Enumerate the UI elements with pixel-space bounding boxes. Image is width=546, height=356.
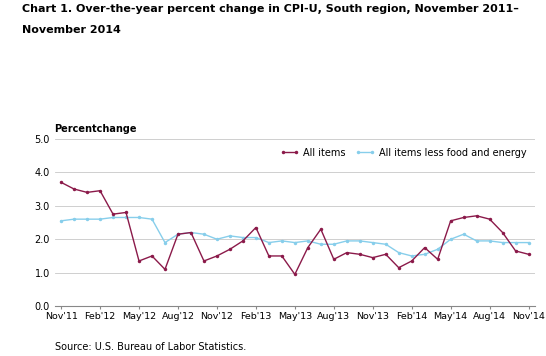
All items less food and energy <box>162 240 168 245</box>
All items <box>525 252 532 256</box>
All items <box>123 210 129 215</box>
All items <box>253 225 259 230</box>
All items <box>278 254 285 258</box>
All items less food and energy <box>370 240 376 245</box>
Text: November 2014: November 2014 <box>22 25 121 35</box>
Legend: All items, All items less food and energy: All items, All items less food and energ… <box>276 144 530 162</box>
All items less food and energy <box>512 240 519 245</box>
All items less food and energy <box>123 215 129 220</box>
All items less food and energy <box>278 239 285 243</box>
All items <box>460 215 467 220</box>
All items less food and energy <box>240 235 246 240</box>
All items less food and energy <box>84 217 90 221</box>
All items <box>84 190 90 194</box>
All items <box>408 259 415 263</box>
Line: All items less food and energy: All items less food and energy <box>60 216 530 258</box>
All items <box>422 246 428 250</box>
All items less food and energy <box>473 239 480 243</box>
All items less food and energy <box>422 252 428 256</box>
All items <box>305 246 311 250</box>
All items <box>162 267 168 272</box>
All items less food and energy <box>292 240 298 245</box>
All items <box>136 259 143 263</box>
All items <box>175 232 181 236</box>
All items less food and energy <box>318 242 324 246</box>
All items <box>370 256 376 260</box>
All items <box>318 227 324 231</box>
All items <box>71 187 78 191</box>
All items less food and energy <box>408 254 415 258</box>
All items less food and energy <box>330 242 337 246</box>
All items <box>213 254 220 258</box>
All items less food and energy <box>447 237 454 241</box>
All items <box>500 230 506 235</box>
All items <box>110 212 116 216</box>
All items <box>330 257 337 261</box>
All items <box>188 230 194 235</box>
All items less food and energy <box>265 240 272 245</box>
All items less food and energy <box>188 230 194 235</box>
All items less food and energy <box>136 215 143 220</box>
All items <box>343 251 350 255</box>
All items <box>473 214 480 218</box>
All items less food and energy <box>357 239 363 243</box>
All items <box>227 247 233 251</box>
All items <box>357 252 363 256</box>
Text: Percentchange: Percentchange <box>55 124 137 134</box>
All items <box>447 219 454 223</box>
All items <box>292 272 298 277</box>
All items less food and energy <box>253 235 259 240</box>
All items less food and energy <box>149 217 155 221</box>
All items less food and energy <box>525 240 532 245</box>
All items <box>201 259 207 263</box>
Text: Chart 1. Over-the-year percent change in CPI-U, South region, November 2011–: Chart 1. Over-the-year percent change in… <box>22 4 519 14</box>
All items less food and energy <box>460 232 467 236</box>
All items <box>435 257 441 261</box>
All items <box>240 239 246 243</box>
All items less food and energy <box>435 247 441 251</box>
All items <box>486 217 493 221</box>
All items <box>149 254 155 258</box>
All items less food and energy <box>110 215 116 220</box>
All items less food and energy <box>395 251 402 255</box>
All items less food and energy <box>175 232 181 236</box>
All items <box>395 266 402 270</box>
All items less food and energy <box>500 240 506 245</box>
Line: All items: All items <box>60 180 530 276</box>
All items <box>58 180 64 184</box>
All items less food and energy <box>343 239 350 243</box>
All items <box>382 252 389 256</box>
All items less food and energy <box>58 219 64 223</box>
All items <box>512 249 519 253</box>
All items <box>97 189 103 193</box>
All items less food and energy <box>227 234 233 238</box>
All items less food and energy <box>382 242 389 246</box>
All items less food and energy <box>71 217 78 221</box>
Text: Source: U.S. Bureau of Labor Statistics.: Source: U.S. Bureau of Labor Statistics. <box>55 342 246 352</box>
All items less food and energy <box>213 237 220 241</box>
All items <box>265 254 272 258</box>
All items less food and energy <box>201 232 207 236</box>
All items less food and energy <box>97 217 103 221</box>
All items less food and energy <box>486 239 493 243</box>
All items less food and energy <box>305 239 311 243</box>
